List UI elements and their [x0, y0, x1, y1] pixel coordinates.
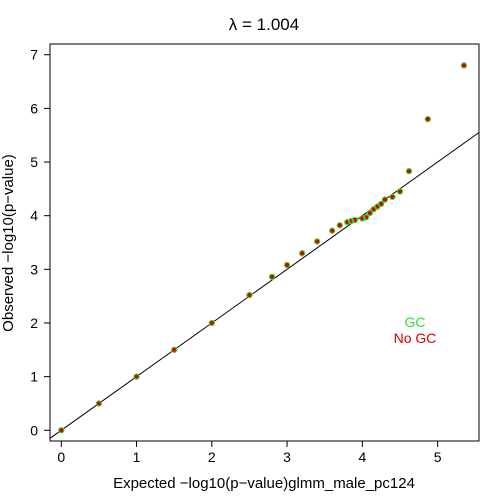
gc-point	[424, 115, 431, 123]
legend-entry: GC	[405, 314, 426, 330]
gc-point	[246, 291, 253, 299]
x-tick-label: 5	[434, 449, 442, 465]
gc-point	[359, 215, 366, 222]
y-tick-label: 4	[30, 208, 38, 224]
y-tick-label: 7	[30, 47, 38, 63]
gc-point	[95, 400, 103, 407]
point-layer	[58, 62, 468, 434]
gc-point	[329, 227, 336, 234]
plot-frame	[49, 43, 480, 442]
x-tick-label: 4	[358, 449, 366, 465]
x-tick-label: 1	[133, 449, 141, 465]
x-axis: 0 1 2 3 4 5	[57, 441, 442, 465]
y-axis-title: Observed −log10(p−value)	[0, 154, 17, 332]
y-tick-label: 2	[30, 315, 38, 331]
gc-point	[344, 218, 351, 226]
gc-point	[362, 214, 370, 221]
gc-point	[389, 193, 396, 201]
y-tick-label: 1	[30, 369, 38, 385]
gc-point	[405, 167, 413, 175]
x-tick-label: 2	[208, 449, 216, 465]
x-axis-title: Expected −log10(p−value)glmm_male_pc124	[113, 475, 415, 492]
y-axis: 0 1 2 3 4 5 6 7	[30, 47, 50, 438]
y-tick-label: 5	[30, 154, 38, 170]
gc-point	[381, 196, 389, 203]
plot-title: λ = 1.004	[229, 15, 299, 34]
y-tick-label: 6	[30, 100, 38, 116]
gc-point	[336, 222, 343, 229]
reference-line	[49, 132, 480, 439]
gc-point	[460, 62, 468, 69]
gc-point	[268, 273, 276, 280]
x-tick-label: 3	[283, 449, 291, 465]
gc-point	[351, 216, 358, 224]
gc-point	[298, 250, 306, 257]
x-tick-label: 0	[57, 449, 65, 465]
gc-point	[314, 238, 321, 245]
gc-point	[347, 217, 355, 225]
gc-point	[366, 209, 374, 217]
y-tick-label: 3	[30, 261, 38, 277]
y-tick-label: 0	[30, 422, 38, 438]
gc-point	[283, 261, 291, 269]
gc-point	[396, 188, 404, 195]
gc-point	[171, 346, 178, 353]
gc-point	[208, 319, 215, 327]
gc-point	[58, 427, 65, 434]
gc-point	[133, 373, 140, 380]
gc-point	[378, 200, 385, 208]
legend-entry: No GC	[394, 330, 437, 346]
